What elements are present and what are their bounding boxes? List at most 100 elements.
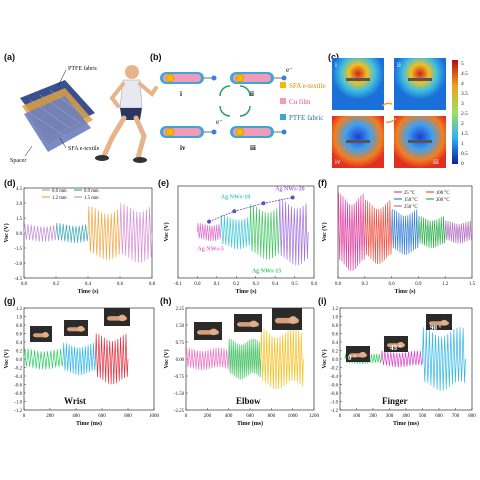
y-tick-label: 0.8 [332,324,339,329]
device-unit-iv: iv [160,126,217,152]
colorbar-tick: 5 [461,61,464,67]
x-tick-label: 1.2 [442,282,449,287]
y-tick-label: 0.4 [332,341,339,346]
x-tick-label: 0.3 [253,282,260,287]
legend-entry: 0.9 mm [84,189,99,194]
x-tick-label: 0.8 [149,282,156,287]
x-tick-label: 0.0 [21,282,28,287]
chart-d: 0.0 0.2 0.4 0.6 0.8 4.5 3.0 1.5 0.0 -1.5 -3.0 -4.5 T… [3,187,156,295]
colorbar-tick: 3.5 [461,91,468,97]
x-tick-label: 0.1 [214,282,221,287]
x-tick-label: 0 [339,414,342,419]
y-tick-label: -0.75 [174,375,185,380]
x-axis-label: Time (ms) [237,420,263,427]
y-tick-label: -0.6 [330,383,338,388]
chart-i: 0 100 200 300 400 500 600 700 800 1.2 1.0 0.8 0.6 0.4… [321,307,476,427]
x-axis-label: Time (s) [77,288,98,295]
series-line-1 [55,222,89,244]
x-axis-label: Time (s) [235,288,256,295]
y-tick-label: -3.0 [14,262,22,267]
trend-point [261,201,266,206]
x-tick-label: 300 [386,414,394,419]
label-spacer: Spacer [10,158,26,164]
label-ptfe: PTFE fabric [68,65,98,72]
colorbar-tick: 2.5 [461,111,468,117]
x-tick-label: 0.0 [194,282,201,287]
stage-label-iv: iv [180,144,186,152]
x-tick-label: 1000 [149,414,160,419]
panel-label-f: (f) [318,178,327,188]
legend-entry: 200 °C [436,198,450,203]
legend-label-sfa: SFA e-textile [289,82,326,90]
x-tick-label: 800 [468,414,476,419]
series-line-2 [87,205,121,260]
series-annotation: Ag NWs-5 [197,246,224,252]
series-line-2 [249,204,280,260]
y-tick-label: 2.25 [176,307,185,312]
electrode-iii [408,140,432,143]
x-tick-label: 100 [353,414,361,419]
device-unit-i: i [160,72,217,98]
gesture-label: Elbow [236,396,261,406]
legend-entry: 1.5 mm [84,196,99,201]
runner-figure [95,65,158,163]
legend-label-ptfe: PTFE fabric [289,114,323,122]
label-sfa: SFA e-textile [68,146,100,152]
charge-label-top: e⁻ [286,66,293,74]
map-label-ii: ii [397,61,401,69]
x-tick-label: 400 [72,414,80,419]
gesture-label: Finger [382,396,408,406]
legend-entry: 100 °C [436,191,450,196]
y-tick-label: -0.2 [14,366,22,371]
electrode-iv [346,140,370,143]
trend-line [208,197,293,222]
y-tick-label: 0.2 [332,349,339,354]
plot-frame [177,185,315,279]
x-tick-label: 0.6 [388,282,395,287]
y-tick-label: 1.2 [332,307,339,312]
y-tick-label: 0.6 [16,332,23,337]
x-tick-label: -0.1 [174,282,182,287]
series-line-2 [422,327,466,391]
x-tick-label: 0.6 [311,282,318,287]
panel-label-i: (i) [318,296,327,306]
y-tick-label: -2.25 [174,409,185,414]
y-tick-label: 0.8 [16,324,23,329]
y-tick-label: -0.8 [14,392,22,397]
legend-entry: 150 °C [404,198,418,203]
map-cycle-arrows [381,102,397,123]
panel-c-potential-maps: i ii iii iv 5 4.5 4 3.5 3 2.5 2 1.5 1 0.5 0 [332,58,468,168]
photo-wrist-1 [30,326,52,342]
series-line-3 [418,215,446,249]
colorbar-tick: 1.5 [461,131,468,137]
series-annotation: Ag NWs-20 [275,187,305,193]
y-tick-label: -4.5 [14,277,22,282]
x-tick-label: 1.5 [469,282,476,287]
y-tick-label: 0.0 [332,358,339,363]
charge-label-mid: e⁻ [216,118,223,126]
photo-wrist-2 [64,320,88,336]
series-line-1 [228,338,262,380]
chart-h: 0 200 400 600 800 1000 1200 2.25 1.50 0.75 0.00 -0.… [163,307,320,427]
y-tick-label: 0.0 [16,358,23,363]
x-tick-label: 0.2 [53,282,60,287]
series-line-1 [62,342,96,376]
photo-finger-45 [384,336,408,352]
gesture-label: Wrist [64,396,86,406]
y-tick-label: -1.0 [330,400,338,405]
series-line-0 [337,192,366,272]
trend-point [232,209,237,214]
electrode-ii [408,78,432,81]
trend-point [207,219,212,224]
y-tick-label: -0.4 [330,375,338,380]
x-tick-label: 1200 [309,414,320,419]
y-tick-label: 3.0 [16,202,23,207]
photo-finger-90 [426,314,452,330]
series-line-4 [444,220,473,244]
series-line-2 [260,328,304,390]
x-tick-label: 200 [204,414,212,419]
colorbar-tick: 3 [461,101,464,107]
y-tick-label: -1.2 [330,409,338,414]
angle-label: 45 ° [390,344,402,352]
